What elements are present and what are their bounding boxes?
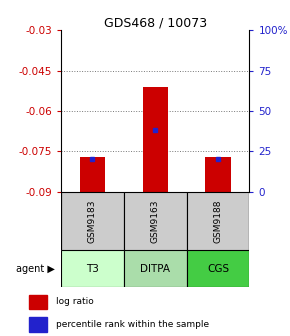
- Bar: [186, 192, 249, 250]
- Bar: [124, 192, 186, 250]
- Bar: [186, 250, 249, 287]
- Text: T3: T3: [86, 264, 99, 274]
- Text: GSM9163: GSM9163: [151, 199, 160, 243]
- Title: GDS468 / 10073: GDS468 / 10073: [104, 16, 207, 29]
- Bar: [80, 157, 105, 192]
- Text: GSM9183: GSM9183: [88, 199, 97, 243]
- Bar: [61, 250, 124, 287]
- Text: DITPA: DITPA: [140, 264, 170, 274]
- Bar: [143, 87, 168, 192]
- Text: agent ▶: agent ▶: [16, 264, 55, 274]
- Text: CGS: CGS: [207, 264, 229, 274]
- Bar: [29, 295, 47, 309]
- Text: percentile rank within the sample: percentile rank within the sample: [56, 320, 209, 329]
- Bar: [205, 157, 231, 192]
- Text: log ratio: log ratio: [56, 297, 94, 306]
- Text: GSM9188: GSM9188: [213, 199, 222, 243]
- Bar: [124, 250, 186, 287]
- Bar: [61, 192, 124, 250]
- Bar: [29, 318, 47, 332]
